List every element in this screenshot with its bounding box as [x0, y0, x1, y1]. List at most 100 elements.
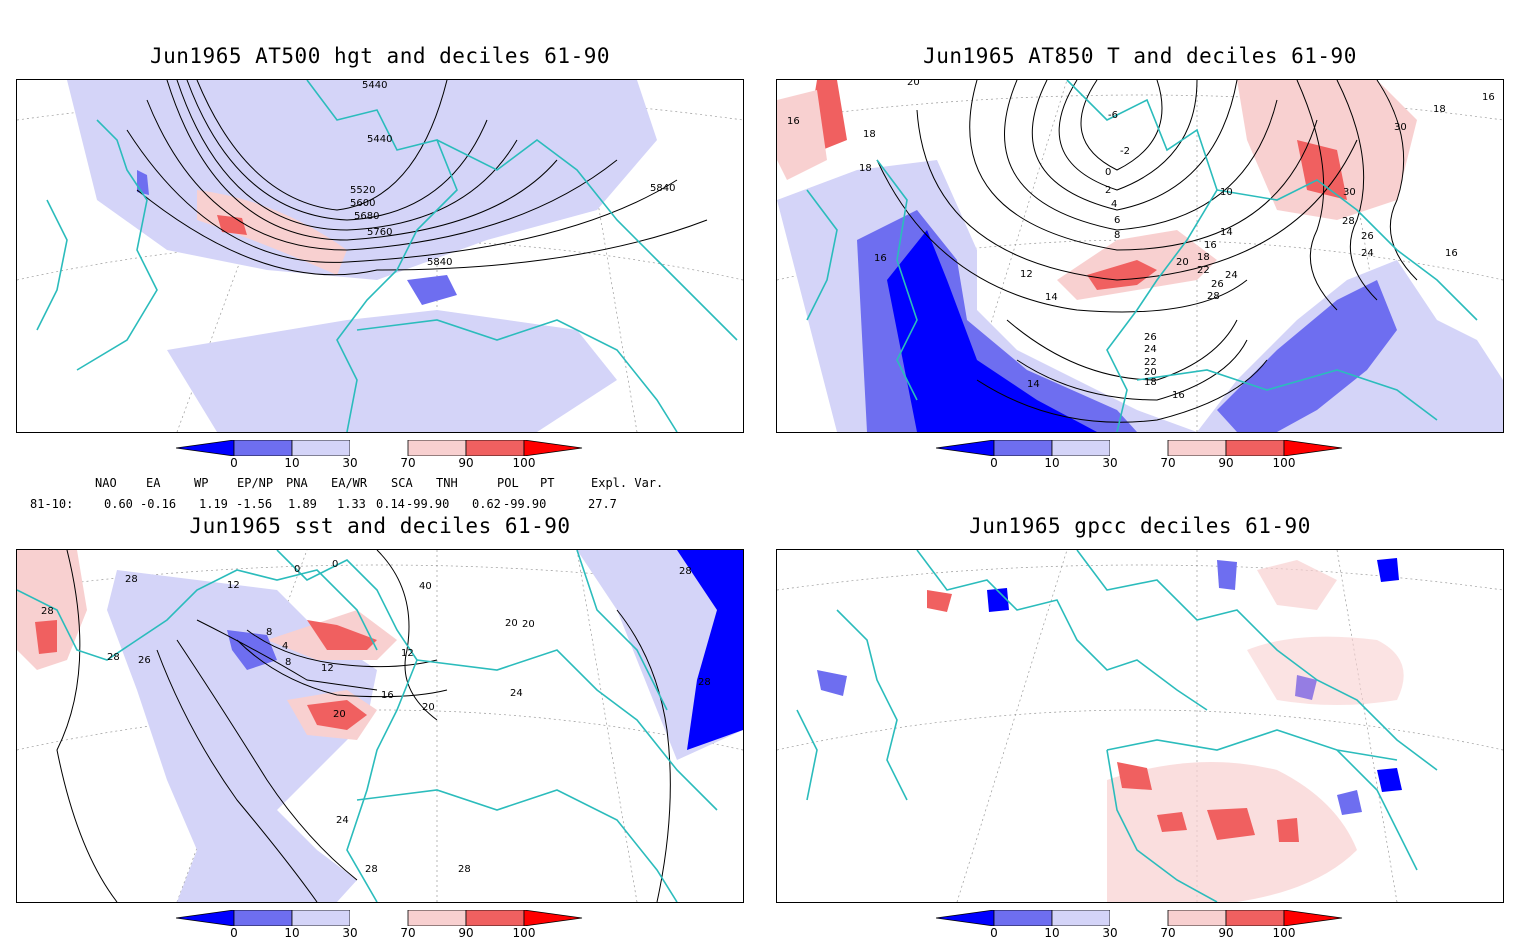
- cb-tick-10: 10: [284, 456, 300, 470]
- contour-label: 12: [1020, 269, 1033, 280]
- contour-label: 28: [125, 574, 138, 585]
- cb-seg-6: [1225, 439, 1285, 457]
- index-value-nao: 0.60: [104, 497, 133, 511]
- cb-tick-100: 100: [512, 926, 536, 940]
- contour-label: 5440: [367, 134, 393, 145]
- contour-label: 30: [1343, 187, 1356, 198]
- index-value-pt: -99.90: [503, 497, 547, 511]
- cb-seg-3: [1051, 439, 1111, 457]
- contour-label: 5440: [362, 80, 388, 91]
- cb-tick-30: 30: [1102, 926, 1118, 940]
- cb-seg-1: [175, 909, 235, 927]
- cb-seg-5: [1167, 909, 1227, 927]
- cb-seg-4: [1110, 910, 1168, 926]
- contour-label: 28: [698, 677, 711, 688]
- cb-tick-10: 10: [1044, 456, 1060, 470]
- contour-label: 0: [294, 564, 301, 575]
- cb-seg-7: [1283, 909, 1343, 927]
- cb-tick-30: 30: [342, 926, 358, 940]
- contour-label: 12: [227, 580, 240, 591]
- cb-seg-2: [233, 439, 293, 457]
- contour-label: 16: [1482, 92, 1495, 103]
- contour-label: 40: [419, 581, 432, 592]
- colorbar-t850: 0 10 30 70 90 100: [935, 439, 1356, 476]
- cb-seg-6: [465, 439, 525, 457]
- cb-seg-5: [407, 439, 467, 457]
- contour-label: 16: [787, 116, 800, 127]
- cb-seg-6: [1225, 909, 1285, 927]
- cb-seg-4: [350, 910, 408, 926]
- cb-seg-2: [993, 439, 1053, 457]
- cb-seg-3: [291, 909, 351, 927]
- contour-label: 20: [422, 702, 435, 713]
- cb-seg-3: [291, 439, 351, 457]
- contour-label: 20: [1144, 367, 1157, 378]
- index-value-pna: 1.89: [288, 497, 317, 511]
- cb-seg-3: [1051, 909, 1111, 927]
- cb-tick-70: 70: [1160, 456, 1176, 470]
- contour-label: 24: [510, 688, 523, 699]
- cb-tick-90: 90: [458, 926, 474, 940]
- contour-label: 24: [1361, 248, 1374, 259]
- cb-tick-100: 100: [512, 456, 536, 470]
- teleconnection-indices: NAO EA WP EP/NP PNA EA/WR SCA TNH POL PT…: [0, 474, 760, 514]
- contour-label: 24: [336, 815, 349, 826]
- contour-label: 28: [679, 566, 692, 577]
- contour-label: 18: [1144, 377, 1157, 388]
- cb-seg-1: [935, 439, 995, 457]
- contour-label: 26: [1211, 279, 1224, 290]
- cb-tick-10: 10: [1044, 926, 1060, 940]
- cb-tick-100: 100: [1272, 926, 1296, 940]
- index-value-wp: 1.19: [199, 497, 228, 511]
- map-t850: 20 18 18 16 16 -6 -2 0 2 4 6 8 10 12 14 …: [776, 79, 1504, 433]
- index-header-eawr: EA/WR: [331, 476, 368, 490]
- index-header-pt: PT: [540, 476, 555, 490]
- panel-title-t850: Jun1965 AT850 T and deciles 61-90: [923, 44, 1357, 68]
- contour-label: 14: [1027, 379, 1040, 390]
- index-header-epnp: EP/NP: [237, 476, 274, 490]
- contour-label: 0: [1105, 167, 1112, 178]
- contour-label: 26: [138, 655, 151, 666]
- map-hgt500: 5440 5440 5520 5600 5680 5760 5840 5840: [16, 79, 744, 433]
- map-sst: 28 28 26 12 0 0 8 4 8 12 16 20 20 24 28 …: [16, 549, 744, 903]
- index-value-tnh: -99.90: [406, 497, 450, 511]
- contour-label: -6: [1108, 110, 1118, 121]
- cb-tick-90: 90: [1218, 456, 1234, 470]
- contour-label: 16: [874, 253, 887, 264]
- contour-label: 28: [1207, 291, 1220, 302]
- contour-label: 22: [1144, 357, 1157, 368]
- contour-label: 8: [266, 627, 273, 638]
- cb-seg-5: [407, 909, 467, 927]
- colorbar-hgt500: 0 10 30 70 90 100: [175, 439, 596, 476]
- contour-label: 6: [1114, 215, 1121, 226]
- cb-tick-0: 0: [230, 456, 238, 470]
- cb-tick-70: 70: [1160, 926, 1176, 940]
- contour-label: 24: [1225, 270, 1238, 281]
- cb-seg-2: [993, 909, 1053, 927]
- contour-label: -2: [1120, 146, 1130, 157]
- cb-tick-100: 100: [1272, 456, 1296, 470]
- cb-seg-7: [523, 909, 583, 927]
- index-value-explvar: 27.7: [588, 497, 617, 511]
- contour-label: 28: [365, 864, 378, 875]
- contour-label: 20: [522, 619, 535, 630]
- contour-label: 14: [1220, 227, 1233, 238]
- contour-label: 5680: [354, 211, 380, 222]
- panel-title-gpcc: Jun1965 gpcc deciles 61-90: [969, 514, 1311, 538]
- index-header-nao: NAO: [95, 476, 117, 490]
- contour-label: 16: [1445, 248, 1458, 259]
- cb-tick-70: 70: [400, 456, 416, 470]
- colorbar-sst: 0 10 30 70 90 100: [175, 909, 596, 946]
- contour-label: 5760: [367, 227, 393, 238]
- contour-label: 5520: [350, 185, 376, 196]
- contour-label: 12: [401, 648, 414, 659]
- index-header-explvar: Expl. Var.: [591, 476, 664, 490]
- index-row-label: 81-10:: [30, 497, 74, 511]
- cb-seg-1: [175, 439, 235, 457]
- cb-tick-0: 0: [990, 456, 998, 470]
- index-header-ea: EA: [146, 476, 161, 490]
- contour-label: 16: [381, 690, 394, 701]
- cb-seg-2: [233, 909, 293, 927]
- index-value-eawr: 1.33: [337, 497, 366, 511]
- cb-tick-90: 90: [1218, 926, 1234, 940]
